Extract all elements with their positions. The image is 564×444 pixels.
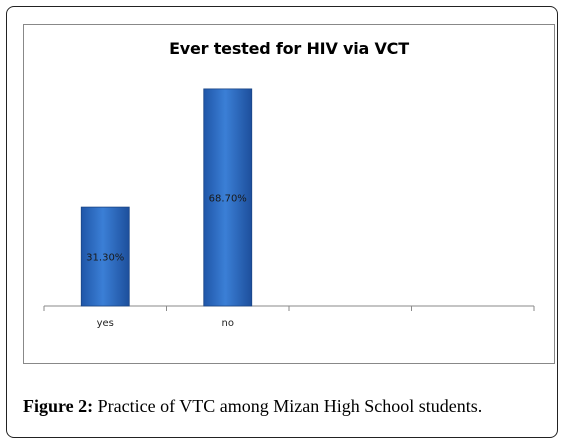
x-tick-label-yes: yes: [97, 318, 114, 329]
figure-frame: 31.30% yes 68.70% no Ever tested for HIV vi…: [6, 6, 558, 438]
bar-chart: 31.30% yes 68.70% no: [43, 88, 535, 329]
bar-yes: [80, 206, 130, 307]
data-label-no: 68.70%: [209, 193, 247, 204]
chart-area: 31.30% yes 68.70% no Ever tested for HIV vi…: [23, 24, 555, 364]
chart-title: Ever tested for HIV via VCT: [169, 39, 409, 58]
caption-text: Practice of VTC among Mizan High School …: [93, 396, 483, 416]
x-tick-label-no: no: [222, 318, 234, 329]
figure-caption: Figure 2: Practice of VTC among Mizan Hi…: [23, 396, 553, 417]
data-label-yes: 31.30%: [86, 253, 124, 264]
bar-no: [203, 88, 253, 307]
caption-label: Figure 2:: [23, 396, 94, 416]
